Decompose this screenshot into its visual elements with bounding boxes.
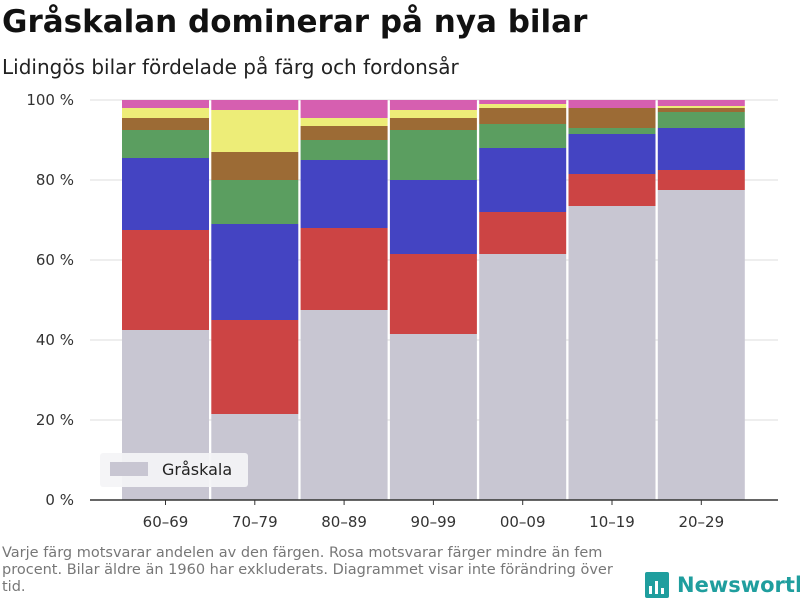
bar-segment (568, 174, 656, 206)
bar-segment (211, 110, 299, 152)
bar-segment (479, 100, 567, 104)
y-tick-label: 0 % (45, 491, 74, 509)
legend-box (100, 453, 248, 487)
bar-segment (300, 118, 388, 126)
x-tick-label: 90–99 (411, 513, 457, 531)
y-tick-label: 40 % (36, 331, 74, 349)
bar-segment (389, 180, 477, 254)
bar-segment (657, 108, 745, 112)
y-tick-label: 60 % (36, 251, 74, 269)
bar-segment (389, 254, 477, 334)
bar-segment (479, 104, 567, 108)
x-tick-label: 00–09 (500, 513, 546, 531)
bar-segment (211, 100, 299, 110)
x-tick-label: 80–89 (321, 513, 367, 531)
y-tick-label: 100 % (26, 91, 74, 109)
y-tick-label: 20 % (36, 411, 74, 429)
bar-segment (657, 100, 745, 106)
bar-segment (122, 100, 209, 108)
footnote: Varje färg motsvarar andelen av den färg… (2, 545, 613, 595)
bar-segment (568, 100, 656, 108)
bar-segment (300, 100, 388, 118)
bar-segment (389, 100, 477, 110)
bar-segment (122, 158, 209, 230)
bar-chart-icon (645, 572, 669, 598)
bar-segment (122, 230, 209, 330)
bar-segment (657, 170, 745, 190)
bar-segment (122, 130, 209, 158)
bar-segment (568, 134, 656, 174)
bar-segment (122, 108, 209, 118)
x-tick-label: 70–79 (232, 513, 278, 531)
brand-logo: Newsworthy (645, 570, 800, 600)
bar-segment (211, 320, 299, 414)
bar-segment (657, 128, 745, 170)
bar-segment (657, 106, 745, 108)
bar-segment (479, 124, 567, 148)
chart-title: Gråskalan dominerar på nya bilar (2, 4, 588, 40)
bar-segment (389, 110, 477, 118)
bar-segment (479, 108, 567, 124)
bar-segment (479, 212, 567, 254)
bar-segment (479, 254, 567, 500)
bar-segment (389, 118, 477, 130)
bar-segment (211, 180, 299, 224)
x-tick-label: 20–29 (678, 513, 724, 531)
y-tick-label: 80 % (36, 171, 74, 189)
bar-segment (479, 148, 567, 212)
bar-segment (389, 130, 477, 180)
bar-segment (300, 126, 388, 140)
bar-segment (211, 152, 299, 180)
bar-segment (389, 334, 477, 500)
chart-subtitle: Lidingös bilar fördelade på färg och for… (2, 55, 459, 79)
bar-segment (568, 108, 656, 128)
bar-segment (122, 118, 209, 130)
legend-label: Gråskala (162, 460, 232, 479)
x-tick-label: 60–69 (143, 513, 189, 531)
bar-segment (568, 206, 656, 500)
x-tick-label: 10–19 (589, 513, 635, 531)
bar-segment (657, 112, 745, 128)
bar-segment (657, 190, 745, 500)
bar-segment (211, 224, 299, 320)
bar-segment (568, 128, 656, 134)
bar-segment (300, 160, 388, 228)
bar-segment (300, 310, 388, 500)
bar-segment (300, 140, 388, 160)
legend-swatch (110, 462, 148, 476)
brand-name: Newsworthy (677, 573, 800, 597)
bar-segment (300, 228, 388, 310)
